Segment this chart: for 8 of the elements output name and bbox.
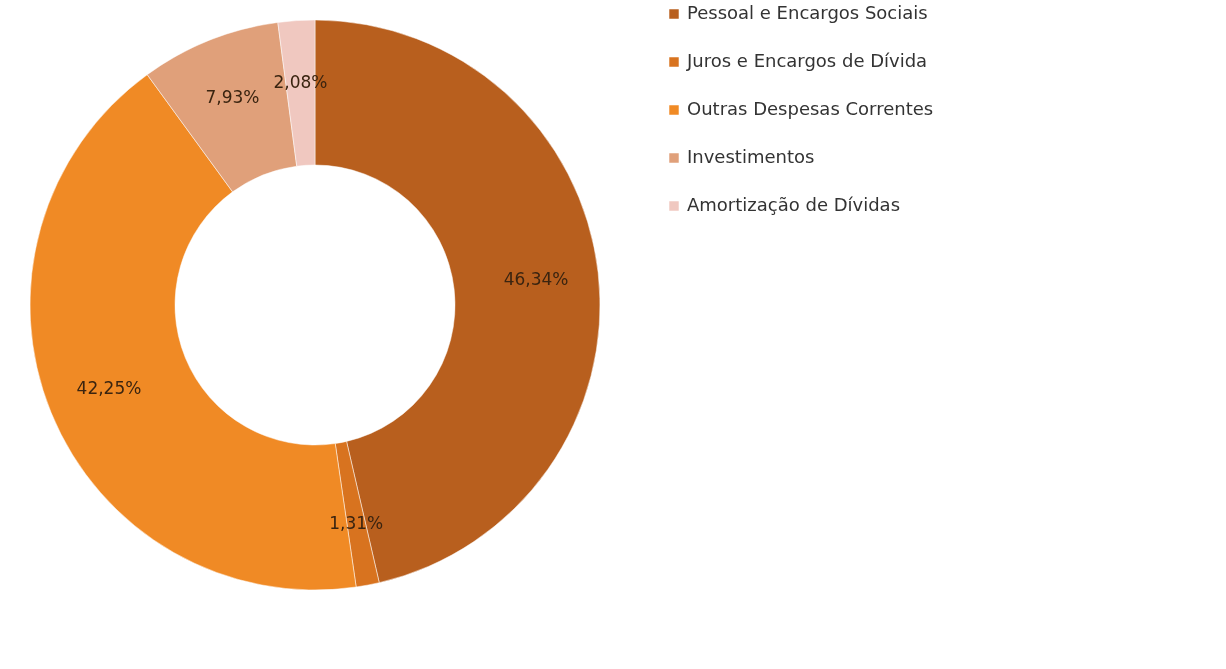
legend-label: Juros e Encargos de Dívida bbox=[686, 50, 928, 71]
legend-label: Outras Despesas Correntes bbox=[687, 98, 934, 119]
legend-label: Pessoal e Encargos Sociais bbox=[687, 2, 928, 23]
legend-label: Amortização de Dívidas bbox=[687, 194, 901, 215]
legend-label: Investimentos bbox=[687, 146, 815, 167]
data-label: 7,93% bbox=[205, 87, 260, 108]
data-label: 46,34% bbox=[503, 268, 569, 289]
data-label: 42,25% bbox=[76, 378, 142, 399]
